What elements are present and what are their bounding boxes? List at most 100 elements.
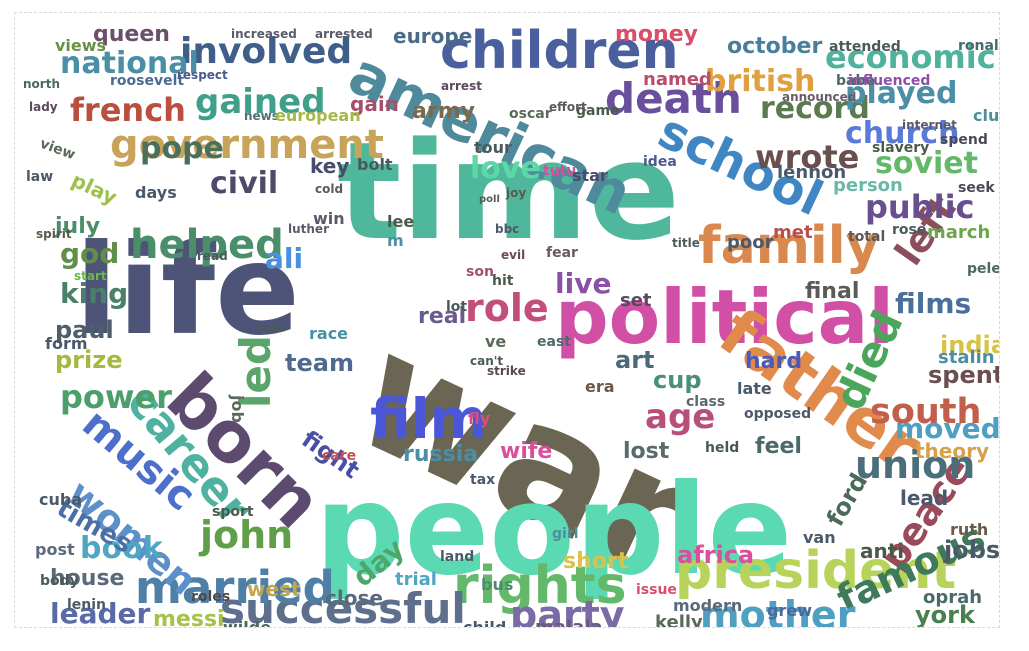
cloud-word: involved bbox=[180, 31, 352, 72]
cloud-word: queen bbox=[93, 22, 170, 47]
cloud-word: tour bbox=[474, 138, 512, 157]
cloud-word: ali bbox=[265, 242, 303, 275]
cloud-word: north bbox=[23, 77, 60, 91]
cloud-word: late bbox=[737, 379, 772, 398]
cloud-word: van bbox=[803, 528, 836, 547]
cloud-word: evil bbox=[501, 248, 525, 262]
cloud-word: attended bbox=[829, 39, 901, 55]
cloud-word: government bbox=[110, 122, 384, 168]
cloud-word: south bbox=[870, 392, 981, 432]
cloud-word: cuba bbox=[39, 490, 82, 509]
cloud-word: news bbox=[244, 109, 279, 123]
cloud-word: issue bbox=[636, 582, 677, 598]
cloud-word: pope bbox=[140, 131, 224, 166]
cloud-word: spirit bbox=[36, 227, 72, 241]
word-cloud-frame: war people time life political american born ch… bbox=[14, 12, 1000, 628]
cloud-word: form bbox=[45, 334, 88, 353]
cloud-word: economic bbox=[825, 38, 996, 76]
cloud-word: leader bbox=[50, 597, 151, 627]
cloud-word: love bbox=[470, 151, 541, 186]
cloud-word: girl bbox=[552, 526, 579, 542]
cloud-word: theory bbox=[915, 439, 989, 463]
cloud-word: person bbox=[833, 175, 903, 196]
cloud-word: lennon bbox=[777, 162, 846, 183]
cloud-word: africa bbox=[677, 541, 754, 569]
cloud-word: arrested bbox=[315, 27, 373, 41]
cloud-word: views bbox=[55, 36, 106, 55]
cloud-word: paul bbox=[55, 316, 114, 344]
cloud-word: hit bbox=[492, 273, 514, 289]
cloud-word: east bbox=[537, 334, 571, 350]
cloud-word: bolt bbox=[357, 155, 393, 174]
cloud-word: cold bbox=[315, 182, 343, 196]
cloud-word: union bbox=[855, 443, 975, 487]
cloud-word: roosevelt bbox=[110, 73, 184, 89]
cloud-word: bus bbox=[481, 575, 513, 594]
cloud-word: idea bbox=[643, 154, 677, 170]
cloud-word: win bbox=[313, 209, 345, 228]
cloud-word: title bbox=[672, 236, 700, 250]
cloud-word: role bbox=[465, 286, 549, 330]
cloud-word: final bbox=[805, 279, 859, 304]
cloud-word: soviet bbox=[875, 146, 978, 181]
cloud-word: played bbox=[845, 76, 957, 111]
cloud-word: hard bbox=[745, 349, 802, 374]
cloud-word: march bbox=[927, 222, 990, 243]
cloud-word: close bbox=[325, 586, 383, 610]
cloud-word: real bbox=[418, 304, 466, 329]
cloud-word: set bbox=[620, 290, 652, 311]
cloud-word: met bbox=[773, 222, 813, 243]
cloud-word: feel bbox=[755, 434, 802, 459]
cloud-word: art bbox=[615, 346, 655, 374]
cloud-word: party bbox=[510, 593, 625, 627]
cloud-word: effort bbox=[549, 100, 587, 114]
cloud-word: fly bbox=[468, 409, 491, 428]
cloud-word: lee bbox=[387, 212, 414, 231]
cloud-word: seek bbox=[958, 180, 995, 196]
cloud-word: film bbox=[370, 387, 487, 451]
cloud-word: spend bbox=[940, 132, 988, 148]
cloud-word: west bbox=[247, 577, 301, 601]
cloud-word: john bbox=[198, 513, 293, 557]
cloud-word: pele bbox=[967, 261, 999, 277]
cloud-word: fear bbox=[546, 245, 578, 261]
cloud-word: class bbox=[686, 394, 725, 410]
cloud-word: team bbox=[285, 349, 354, 377]
cloud-word: body bbox=[40, 573, 79, 589]
cloud-word: law bbox=[26, 169, 53, 185]
cloud-word: led bbox=[231, 335, 280, 408]
cloud-word: lenin bbox=[67, 597, 106, 613]
cloud-word: trial bbox=[395, 569, 437, 590]
cloud-word: french bbox=[70, 91, 186, 129]
cloud-word: lost bbox=[623, 439, 670, 464]
cloud-word: helped bbox=[130, 222, 284, 268]
cloud-word: wife bbox=[500, 439, 552, 464]
cloud-word: live bbox=[555, 267, 611, 300]
cloud-word: civil bbox=[210, 166, 278, 201]
cloud-word: kelly bbox=[655, 612, 703, 627]
cloud-word: luther bbox=[288, 222, 329, 236]
cloud-word: age bbox=[645, 397, 715, 437]
cloud-word: wilde bbox=[223, 618, 271, 627]
cloud-word: ruth bbox=[950, 520, 988, 539]
cloud-word: king bbox=[60, 277, 128, 310]
cloud-word: announced bbox=[782, 90, 856, 104]
cloud-word: moved bbox=[895, 412, 999, 445]
cloud-word: key bbox=[310, 154, 349, 178]
cloud-word: mother bbox=[700, 593, 856, 627]
cloud-word: play bbox=[68, 168, 121, 210]
cloud-word: tutu bbox=[543, 163, 576, 179]
cloud-word: start bbox=[74, 269, 107, 283]
cloud-word: european bbox=[275, 106, 361, 125]
cloud-word: ronaldo bbox=[958, 38, 999, 54]
cloud-word: messi bbox=[153, 607, 225, 627]
cloud-word: land bbox=[440, 549, 474, 565]
cloud-word: god bbox=[60, 237, 119, 270]
cloud-word: solo bbox=[256, 321, 284, 335]
cloud-word: people bbox=[315, 458, 792, 603]
cloud-word: films bbox=[895, 287, 971, 320]
cloud-word: time bbox=[337, 113, 680, 270]
cloud-word: political bbox=[555, 273, 894, 361]
cloud-word: married bbox=[135, 561, 335, 614]
cloud-word: days bbox=[135, 183, 177, 202]
